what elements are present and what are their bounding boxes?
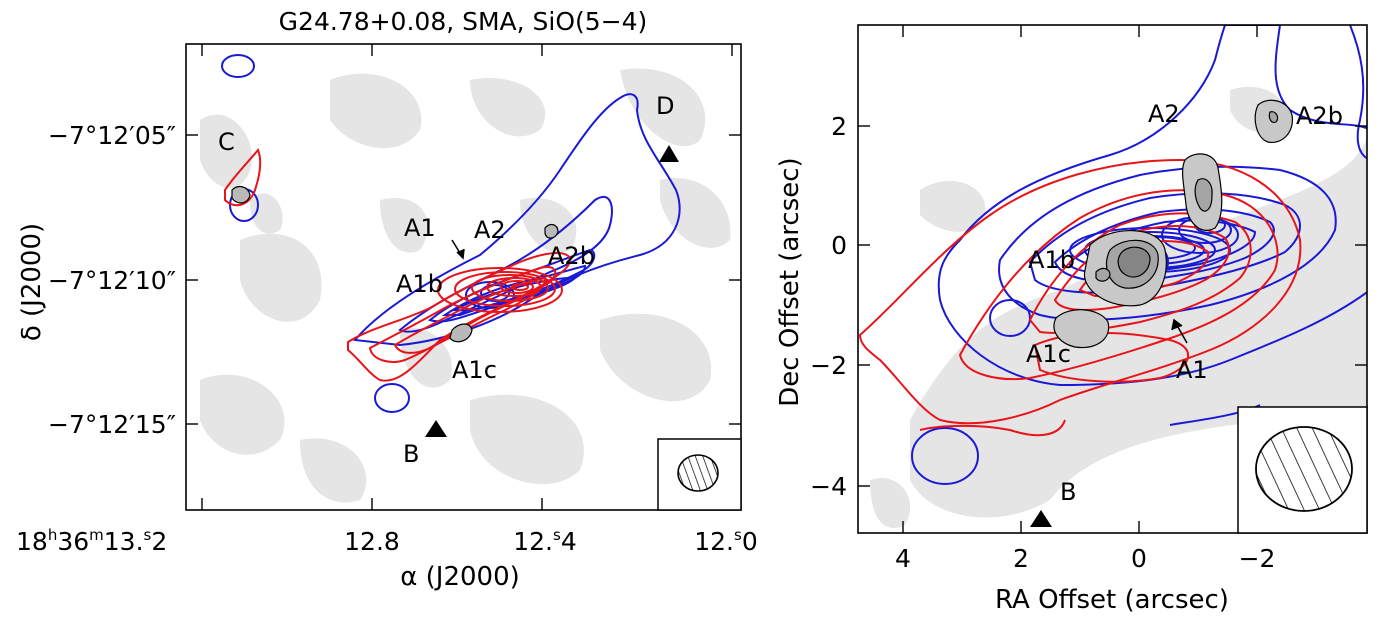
right-annotation-A1b: A1b <box>1028 246 1075 274</box>
right-xtick-2: 0 <box>1131 544 1147 573</box>
right-annotation-A2: A2 <box>1148 100 1180 128</box>
left-annotation-A1: A1 <box>404 214 436 242</box>
right-annotation-A2b: A2b <box>1296 102 1343 130</box>
right-x-axis-label: RA Offset (arcsec) <box>995 585 1229 615</box>
left-a1-arrow <box>451 239 465 260</box>
left-ytick-1: −7°12′10″ <box>48 266 176 295</box>
left-continuum-background <box>200 68 731 503</box>
right-axes-frame <box>857 24 1368 534</box>
right-y-axis-label: Dec Offset (arcsec) <box>775 157 805 406</box>
right-xtick-0: 4 <box>895 544 911 573</box>
right-xtick-1: 2 <box>1013 544 1029 573</box>
left-ytick-0: −7°12′05″ <box>48 121 176 150</box>
right-contours <box>858 25 1367 485</box>
right-xtick-3: −2 <box>1239 544 1276 573</box>
left-ytick-2: −7°12′15″ <box>48 410 176 439</box>
left-annotation-C: C <box>218 128 235 156</box>
left-xtick-0: 18h36m13.s2 <box>16 526 167 556</box>
right-ytick-3: −4 <box>810 472 847 501</box>
left-marker-B <box>425 420 447 437</box>
left-beam-inset <box>657 438 742 511</box>
right-annotation-A1: A1 <box>1176 356 1208 384</box>
left-annotation-A2b: A2b <box>548 242 595 270</box>
right-beam-inset <box>1237 406 1368 534</box>
left-annotation-A1b: A1b <box>396 270 443 298</box>
left-contours <box>221 54 681 413</box>
left-xtick-2: 12.s4 <box>513 526 577 556</box>
left-xtick-3: 12.s0 <box>694 526 758 556</box>
right-chart-panel: 4 2 0 −2 2 0 −2 −4 RA Offset (arcsec) De… <box>775 24 1368 615</box>
right-annotation-B: B <box>1060 478 1076 506</box>
right-ytick-1: 0 <box>831 231 847 260</box>
left-chart-panel: G24.78+0.08, SMA, SiO(5−4) <box>16 7 758 592</box>
left-chart-title: G24.78+0.08, SMA, SiO(5−4) <box>279 7 648 36</box>
right-marker-B <box>1030 510 1052 527</box>
left-annotation-B: B <box>403 440 419 468</box>
left-marker-D <box>659 145 679 162</box>
left-red-contours <box>224 148 572 382</box>
left-annotation-A1c: A1c <box>452 356 497 384</box>
right-a1-arrow <box>1171 318 1188 344</box>
right-ytick-0: 2 <box>831 112 847 141</box>
right-continuum-cores <box>1053 99 1294 349</box>
left-y-axis-label: δ (J2000) <box>17 223 47 341</box>
left-xtick-1: 12.8 <box>344 527 400 556</box>
left-annotation-A2: A2 <box>474 216 506 244</box>
right-ytick-2: −2 <box>810 351 847 380</box>
left-axes-frame <box>185 43 742 511</box>
right-annotation-A1c: A1c <box>1026 340 1071 368</box>
left-annotation-D: D <box>656 92 674 120</box>
left-x-axis-label: α (J2000) <box>400 562 520 592</box>
left-continuum-cores <box>231 185 559 343</box>
